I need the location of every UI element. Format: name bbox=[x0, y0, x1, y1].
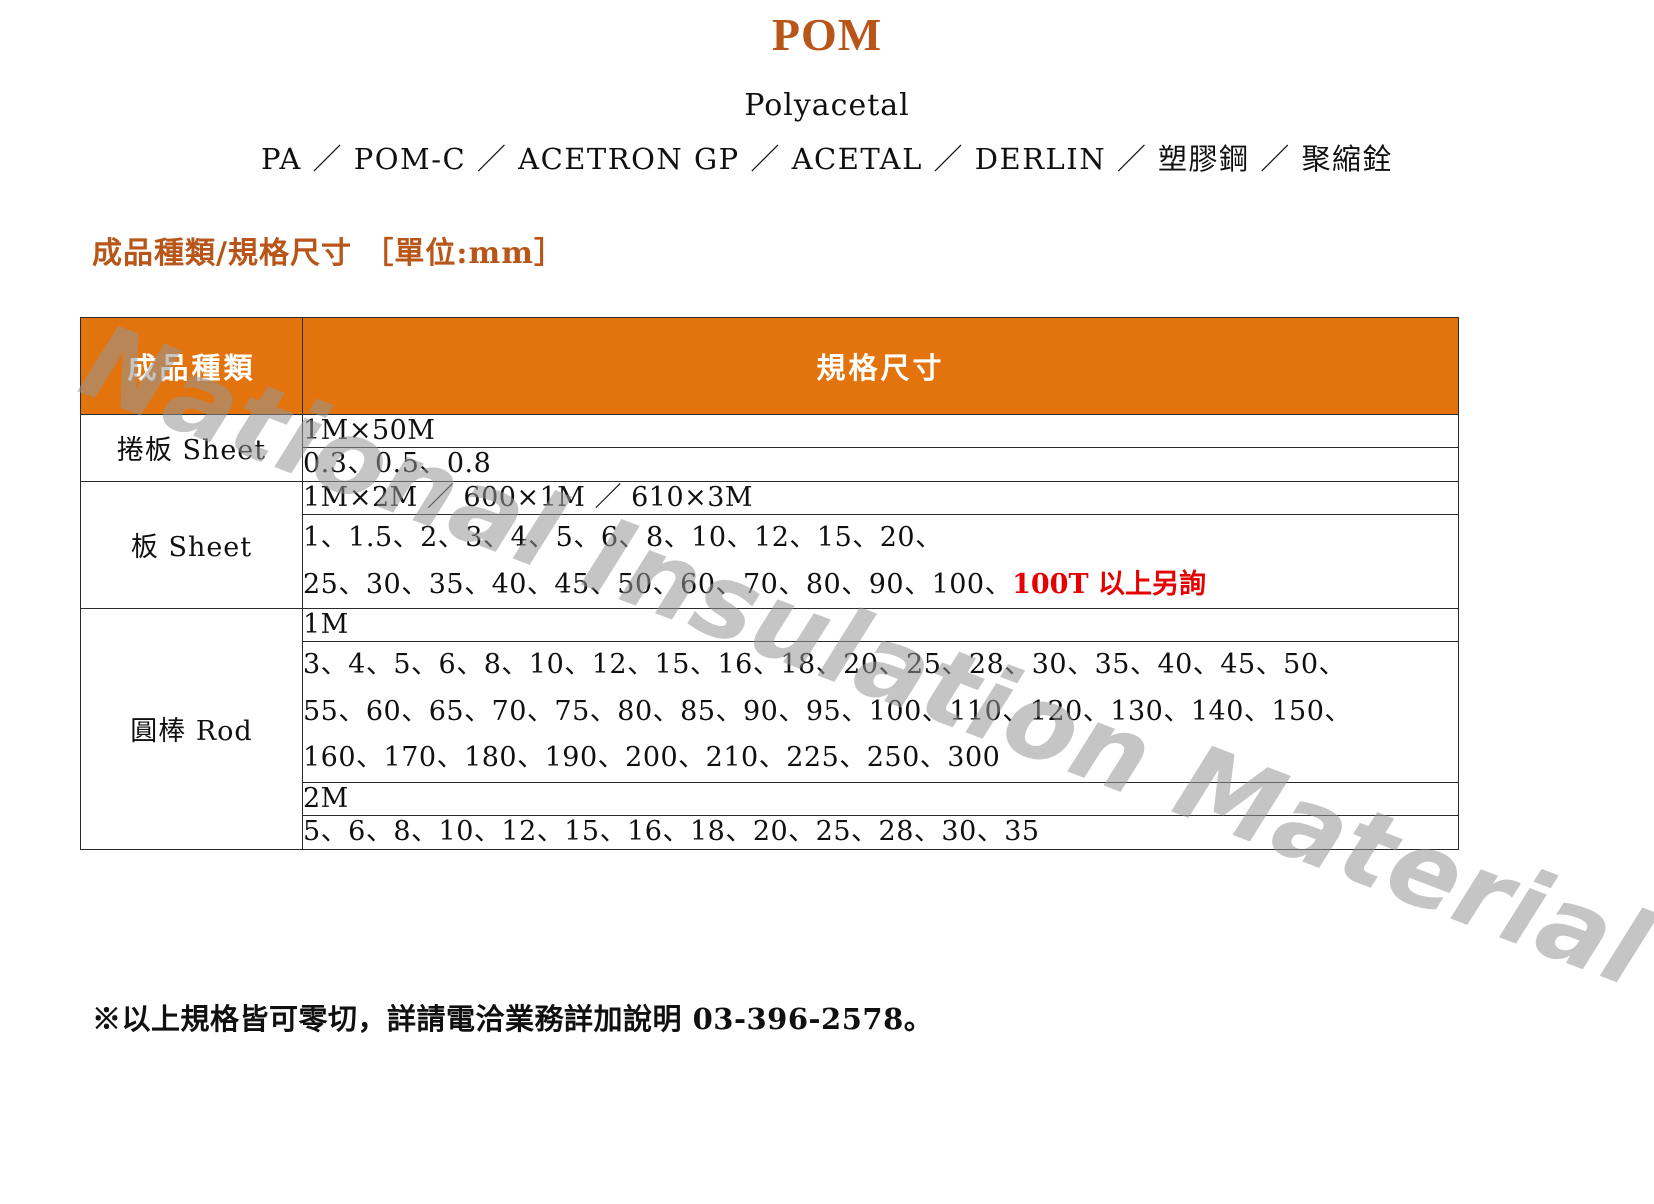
spec-cell: 3、4、5、6、8、10、12、15、16、18、20、25、28、30、35、… bbox=[302, 641, 1459, 783]
spec-line: 2M bbox=[303, 782, 349, 814]
spec-line: 1M bbox=[303, 609, 349, 641]
footer-note: ※以上規格皆可零切，詳請電洽業務詳加說明 03-396-2578。 bbox=[92, 1002, 934, 1036]
product-type-cell: 板 Sheet bbox=[80, 480, 303, 610]
spec-cell: 2M bbox=[302, 781, 1459, 817]
table-row: 2M bbox=[81, 781, 1459, 817]
spec-line: 0.3、0.5、0.8 bbox=[303, 448, 492, 480]
table-header-row: 成品種類 規格尺寸 bbox=[80, 317, 1459, 415]
specification-table: 成品種類 規格尺寸 捲板 Sheet 1M×50M 0.3、0.5、0.8 板 … bbox=[80, 317, 1459, 850]
spec-cell: 0.3、0.5、0.8 bbox=[302, 447, 1459, 482]
spec-line: 1、1.5、2、3、4、5、6、8、10、12、15、20、 bbox=[303, 522, 943, 554]
alias-names-line: PA ／ POM-C ／ ACETRON GP ／ ACETAL ／ DERLI… bbox=[260, 142, 1393, 176]
table-row: 3、4、5、6、8、10、12、15、16、18、20、25、28、30、35、… bbox=[81, 641, 1459, 783]
product-type-cell: 圓棒 Rod bbox=[80, 608, 303, 850]
section-heading: 成品種類/規格尺寸 ［單位:mm］ bbox=[92, 236, 565, 271]
table-body: 捲板 Sheet 1M×50M 0.3、0.5、0.8 板 Sheet 1M×2… bbox=[80, 413, 1459, 850]
table-row: 板 Sheet 1M×2M ／ 600×1M ／ 610×3M bbox=[80, 480, 1459, 610]
spec-line: 1M×2M ／ 600×1M ／ 610×3M bbox=[303, 481, 754, 513]
column-header-spec: 規格尺寸 bbox=[302, 317, 1459, 415]
page-title: POM bbox=[771, 9, 883, 60]
spec-line-text: 25、30、35、40、45、50、60、70、80、90、100、 bbox=[303, 568, 1013, 600]
table-header: 成品種類 規格尺寸 bbox=[80, 317, 1459, 415]
spec-cell: 1M×50M bbox=[302, 413, 1459, 449]
table-row: 5、6、8、10、12、15、16、18、20、25、28、30、35 bbox=[81, 815, 1459, 850]
table-row: 圓棒 Rod 1M bbox=[80, 608, 1459, 850]
spec-line: 1M×50M bbox=[303, 415, 436, 446]
column-header-type: 成品種類 bbox=[80, 317, 303, 415]
spec-line: 55、60、65、70、75、80、85、90、95、100、110、120、1… bbox=[303, 695, 1352, 727]
table-row: 捲板 Sheet 1M×50M bbox=[80, 413, 1459, 482]
product-type-cell: 捲板 Sheet bbox=[80, 414, 303, 482]
spec-line: 25、30、35、40、45、50、60、70、80、90、100、100T 以… bbox=[303, 562, 1458, 608]
spec-highlight-note: 100T 以上另詢 bbox=[1012, 568, 1206, 600]
spec-cell: 1、1.5、2、3、4、5、6、8、10、12、15、20、 25、30、35、… bbox=[302, 514, 1459, 610]
spec-cell: 1M bbox=[302, 608, 1459, 643]
spec-line: 3、4、5、6、8、10、12、15、16、18、20、25、28、30、35、… bbox=[303, 649, 1347, 681]
spec-cell: 1M×2M ／ 600×1M ／ 610×3M bbox=[302, 480, 1459, 516]
subtitle-english: Polyacetal bbox=[744, 88, 910, 123]
spec-cell: 5、6、8、10、12、15、16、18、20、25、28、30、35 bbox=[302, 815, 1459, 850]
spec-line: 5、6、8、10、12、15、16、18、20、25、28、30、35 bbox=[303, 816, 1040, 848]
spec-line: 160、170、180、190、200、210、225、250、300 bbox=[303, 742, 1001, 774]
